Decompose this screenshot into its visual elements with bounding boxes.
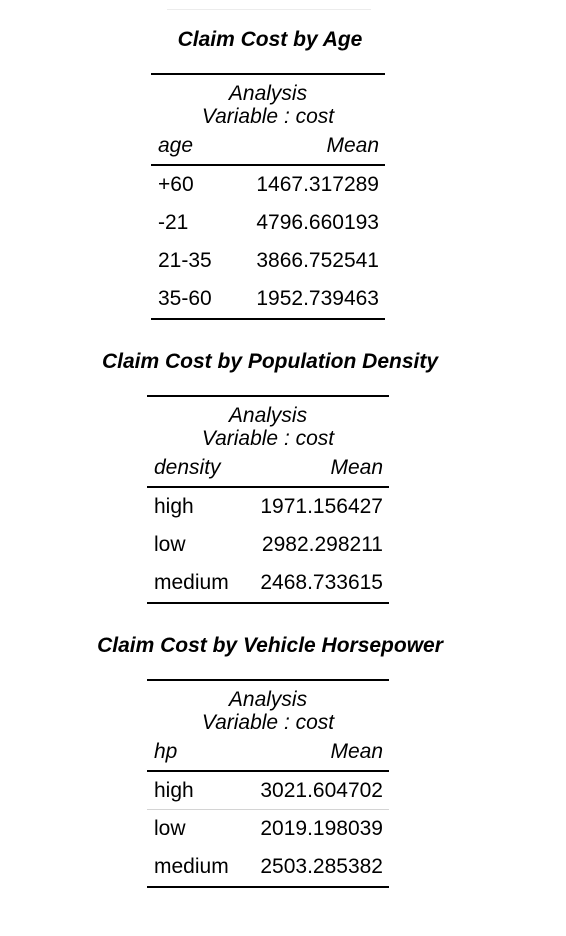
table-row: medium 2468.733615 — [147, 564, 389, 602]
row-mean: 1971.156427 — [260, 495, 383, 518]
row-category: 21-35 — [158, 249, 212, 272]
column-header-row: density Mean — [147, 447, 389, 488]
top-divider — [167, 9, 371, 10]
mean-column-header: Mean — [326, 134, 379, 157]
row-category: low — [154, 533, 186, 556]
row-mean: 2982.298211 — [261, 533, 383, 556]
section-title: Claim Cost by Vehicle Horsepower — [97, 634, 443, 657]
table-row: low 2982.298211 — [147, 526, 389, 564]
analysis-header: Analysis Variable : cost — [147, 681, 389, 734]
analysis-label: Analysis — [228, 688, 308, 711]
row-mean: 1952.739463 — [256, 287, 379, 310]
table-row: low 2019.198039 — [147, 810, 389, 848]
table-row: -21 4796.660193 — [151, 204, 385, 242]
analysis-header: Analysis Variable : cost — [147, 397, 389, 450]
row-category: 35-60 — [158, 287, 212, 310]
analysis-label: Analysis — [228, 82, 308, 105]
table-row: 21-35 3866.752541 — [151, 242, 385, 280]
section-title: Claim Cost by Age — [177, 28, 363, 51]
row-mean: 2503.285382 — [260, 855, 383, 878]
section-title: Claim Cost by Population Density — [101, 350, 439, 373]
row-mean: 3021.604702 — [260, 778, 383, 802]
row-category: -21 — [158, 211, 189, 234]
table-row: +60 1467.317289 — [151, 166, 385, 204]
table-row: high 1971.156427 — [147, 488, 389, 526]
variable-label: Variable : cost — [201, 427, 335, 450]
row-category: medium — [154, 855, 229, 878]
analysis-label: Analysis — [228, 404, 308, 427]
row-category: high — [154, 778, 194, 802]
row-mean: 4796.660193 — [256, 211, 379, 234]
column-header-row: age Mean — [151, 125, 385, 166]
row-category: high — [154, 495, 194, 518]
class-column-header: density — [154, 456, 221, 479]
variable-label: Variable : cost — [201, 105, 335, 128]
class-column-header: age — [158, 134, 194, 157]
row-category: low — [154, 817, 186, 840]
column-header-row: hp Mean — [147, 731, 389, 772]
table-row: high 3021.604702 — [147, 772, 389, 810]
summary-table: Analysis Variable : cost density Mean hi… — [147, 395, 389, 604]
row-category: +60 — [158, 173, 194, 196]
mean-column-header: Mean — [330, 456, 383, 479]
row-mean: 2019.198039 — [260, 817, 383, 840]
table-row: 35-60 1952.739463 — [151, 280, 385, 318]
table-row: medium 2503.285382 — [147, 848, 389, 886]
class-column-header: hp — [154, 740, 178, 763]
summary-table: Analysis Variable : cost age Mean +60 14… — [151, 73, 385, 320]
row-mean: 3866.752541 — [256, 249, 379, 272]
analysis-header: Analysis Variable : cost — [151, 75, 385, 128]
mean-column-header: Mean — [330, 740, 383, 763]
row-category: medium — [154, 571, 229, 594]
row-mean: 2468.733615 — [260, 571, 383, 594]
variable-label: Variable : cost — [201, 711, 335, 734]
row-mean: 1467.317289 — [256, 173, 379, 196]
summary-table: Analysis Variable : cost hp Mean high 30… — [147, 679, 389, 888]
